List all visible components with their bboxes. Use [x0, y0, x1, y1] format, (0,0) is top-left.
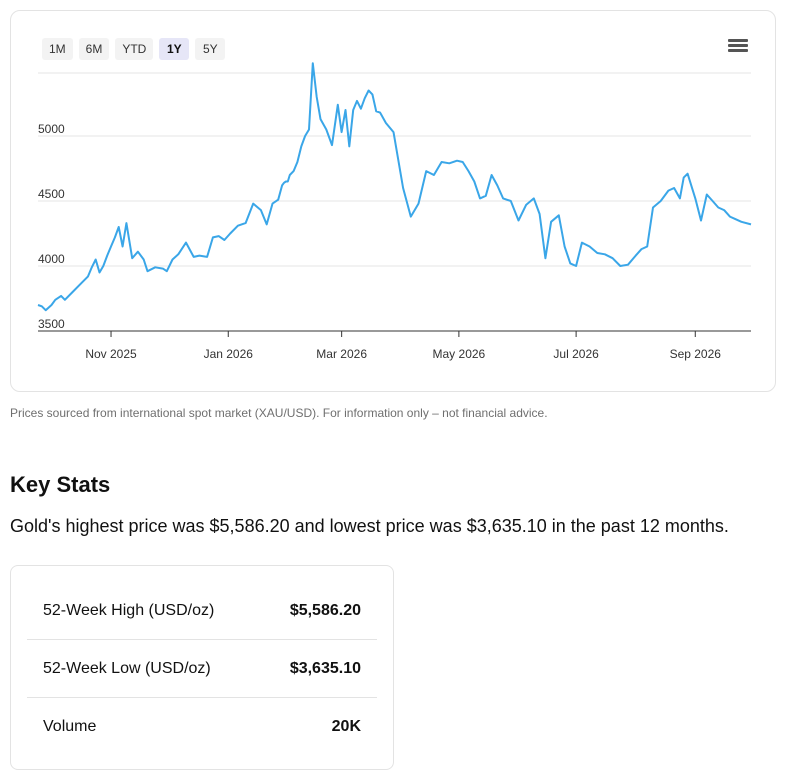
stat-label: 52-Week Low (USD/oz) — [43, 659, 211, 677]
y-tick-label: 4500 — [38, 187, 65, 201]
x-tick-label: Jan 2026 — [204, 347, 254, 361]
range-tab-6m[interactable]: 6M — [78, 38, 110, 60]
stats-card: 52-Week High (USD/oz) $5,586.20 52-Week … — [10, 565, 394, 770]
range-tabs: 1M 6M YTD 1Y 5Y — [42, 38, 226, 60]
range-tab-1y[interactable]: 1Y — [159, 38, 190, 60]
y-tick-label: 5000 — [38, 122, 65, 136]
key-stats-summary: Gold's highest price was $5,586.20 and l… — [10, 516, 729, 536]
y-tick-label: 4000 — [38, 252, 65, 266]
y-tick-label: 3500 — [38, 317, 65, 331]
range-tab-5y[interactable]: 5Y — [195, 38, 226, 60]
stat-row-52wk-high: 52-Week High (USD/oz) $5,586.20 — [27, 582, 377, 640]
x-tick-label: Mar 2026 — [316, 347, 367, 361]
price-chart: 3500 4000 4500 5000 Nov 2025 Jan 2026 Mar 2026… — [37, 62, 752, 361]
stat-label: 52-Week High (USD/oz) — [43, 601, 215, 619]
x-tick-label: Nov 2025 — [85, 347, 137, 361]
x-tick-label: Sep 2026 — [670, 347, 722, 361]
stat-label: Volume — [43, 718, 97, 735]
x-tick-label: May 2026 — [433, 347, 486, 361]
key-stats-title: Key Stats — [10, 472, 111, 497]
stat-row-volume: Volume 20K — [27, 698, 377, 756]
chart-card: 1M 6M YTD 1Y 5Y 3500 4000 4500 5000 Nov 2025… — [10, 10, 776, 392]
range-tab-ytd[interactable]: YTD — [115, 38, 154, 60]
stat-value: $3,635.10 — [289, 659, 361, 677]
stat-row-52wk-low: 52-Week Low (USD/oz) $3,635.10 — [27, 640, 377, 698]
chart-menu-icon[interactable] — [728, 39, 748, 55]
stat-value: 20K — [331, 718, 361, 735]
stat-value: $5,586.20 — [289, 601, 361, 619]
x-tick-label: Jul 2026 — [553, 347, 599, 361]
price-series-line — [37, 62, 752, 312]
source-footnote: Prices sourced from international spot m… — [10, 406, 548, 420]
range-tab-1m[interactable]: 1M — [42, 38, 73, 60]
